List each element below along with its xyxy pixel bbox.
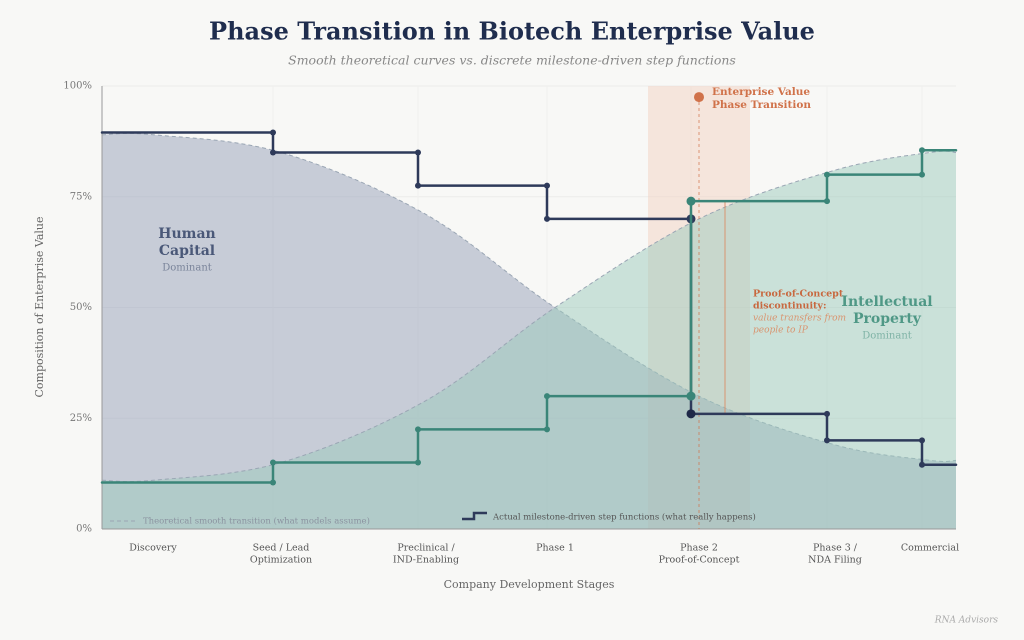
discontinuity-text: people to IP bbox=[753, 326, 809, 336]
step-point bbox=[686, 196, 696, 206]
step-point bbox=[415, 149, 421, 156]
step-point bbox=[686, 409, 696, 419]
y-axis-label: Composition of Enterprise Value bbox=[33, 216, 46, 397]
step-point bbox=[919, 171, 925, 178]
step-point bbox=[270, 459, 276, 466]
step-point bbox=[824, 437, 830, 444]
chart-subtitle: Smooth theoretical curves vs. discrete m… bbox=[288, 53, 736, 68]
x-tick-label: Phase 2 bbox=[680, 543, 718, 554]
transition-label: Enterprise Value bbox=[712, 86, 810, 98]
series-tag: Dominant bbox=[162, 263, 212, 274]
step-point bbox=[919, 147, 925, 154]
series-label: Capital bbox=[159, 243, 215, 259]
legend-step: Actual milestone-driven step functions (… bbox=[492, 512, 756, 523]
source: RNA Advisors bbox=[934, 616, 999, 626]
x-axis-label: Company Development Stages bbox=[444, 578, 615, 591]
discontinuity-title: Proof-of-Concept bbox=[753, 289, 844, 300]
step-point bbox=[919, 461, 925, 468]
step-point bbox=[415, 459, 421, 466]
step-point bbox=[270, 479, 276, 486]
discontinuity-text: value transfers from bbox=[753, 314, 846, 324]
step-point bbox=[415, 426, 421, 433]
x-tick-label: Discovery bbox=[129, 543, 177, 554]
y-tick-label: 75% bbox=[70, 191, 92, 202]
step-point bbox=[270, 149, 276, 156]
series-label: Human bbox=[158, 226, 215, 242]
y-tick-label: 50% bbox=[70, 302, 92, 313]
series-label: Intellectual bbox=[841, 294, 932, 310]
chart-title: Phase Transition in Biotech Enterprise V… bbox=[209, 17, 815, 46]
x-tick-label: Preclinical / bbox=[397, 543, 455, 554]
step-point bbox=[919, 437, 925, 444]
transition-point bbox=[694, 92, 704, 103]
step-point bbox=[270, 129, 276, 136]
smooth-area bbox=[102, 151, 956, 530]
series-label: Property bbox=[853, 311, 922, 327]
x-tick-label: Proof-of-Concept bbox=[659, 555, 740, 566]
step-point bbox=[824, 171, 830, 178]
legend-smooth: Theoretical smooth transition (what mode… bbox=[143, 516, 370, 527]
discontinuity-title: discontinuity: bbox=[753, 301, 826, 312]
x-tick-label: Phase 3 / bbox=[813, 543, 858, 554]
x-tick-label: IND-Enabling bbox=[393, 555, 459, 566]
step-point bbox=[544, 426, 550, 433]
y-tick-label: 25% bbox=[70, 413, 92, 424]
step-point bbox=[544, 182, 550, 189]
step-point bbox=[824, 198, 830, 205]
x-tick-label: Commercial bbox=[901, 543, 959, 554]
legend-step-swatch bbox=[462, 511, 487, 521]
step-point bbox=[415, 182, 421, 189]
series-tag: Dominant bbox=[862, 331, 912, 342]
x-tick-label: Seed / Lead bbox=[253, 543, 310, 554]
step-point bbox=[544, 215, 550, 222]
step-point bbox=[544, 393, 550, 400]
step-point bbox=[824, 410, 830, 417]
x-tick-label: Phase 1 bbox=[536, 543, 574, 554]
step-point bbox=[686, 391, 696, 401]
y-tick-label: 0% bbox=[76, 524, 92, 535]
smooth-curve bbox=[101, 150, 957, 483]
y-tick-label: 100% bbox=[63, 81, 92, 92]
x-tick-label: Optimization bbox=[250, 555, 312, 566]
transition-label: Phase Transition bbox=[712, 99, 811, 111]
x-tick-label: NDA Filing bbox=[808, 555, 862, 566]
